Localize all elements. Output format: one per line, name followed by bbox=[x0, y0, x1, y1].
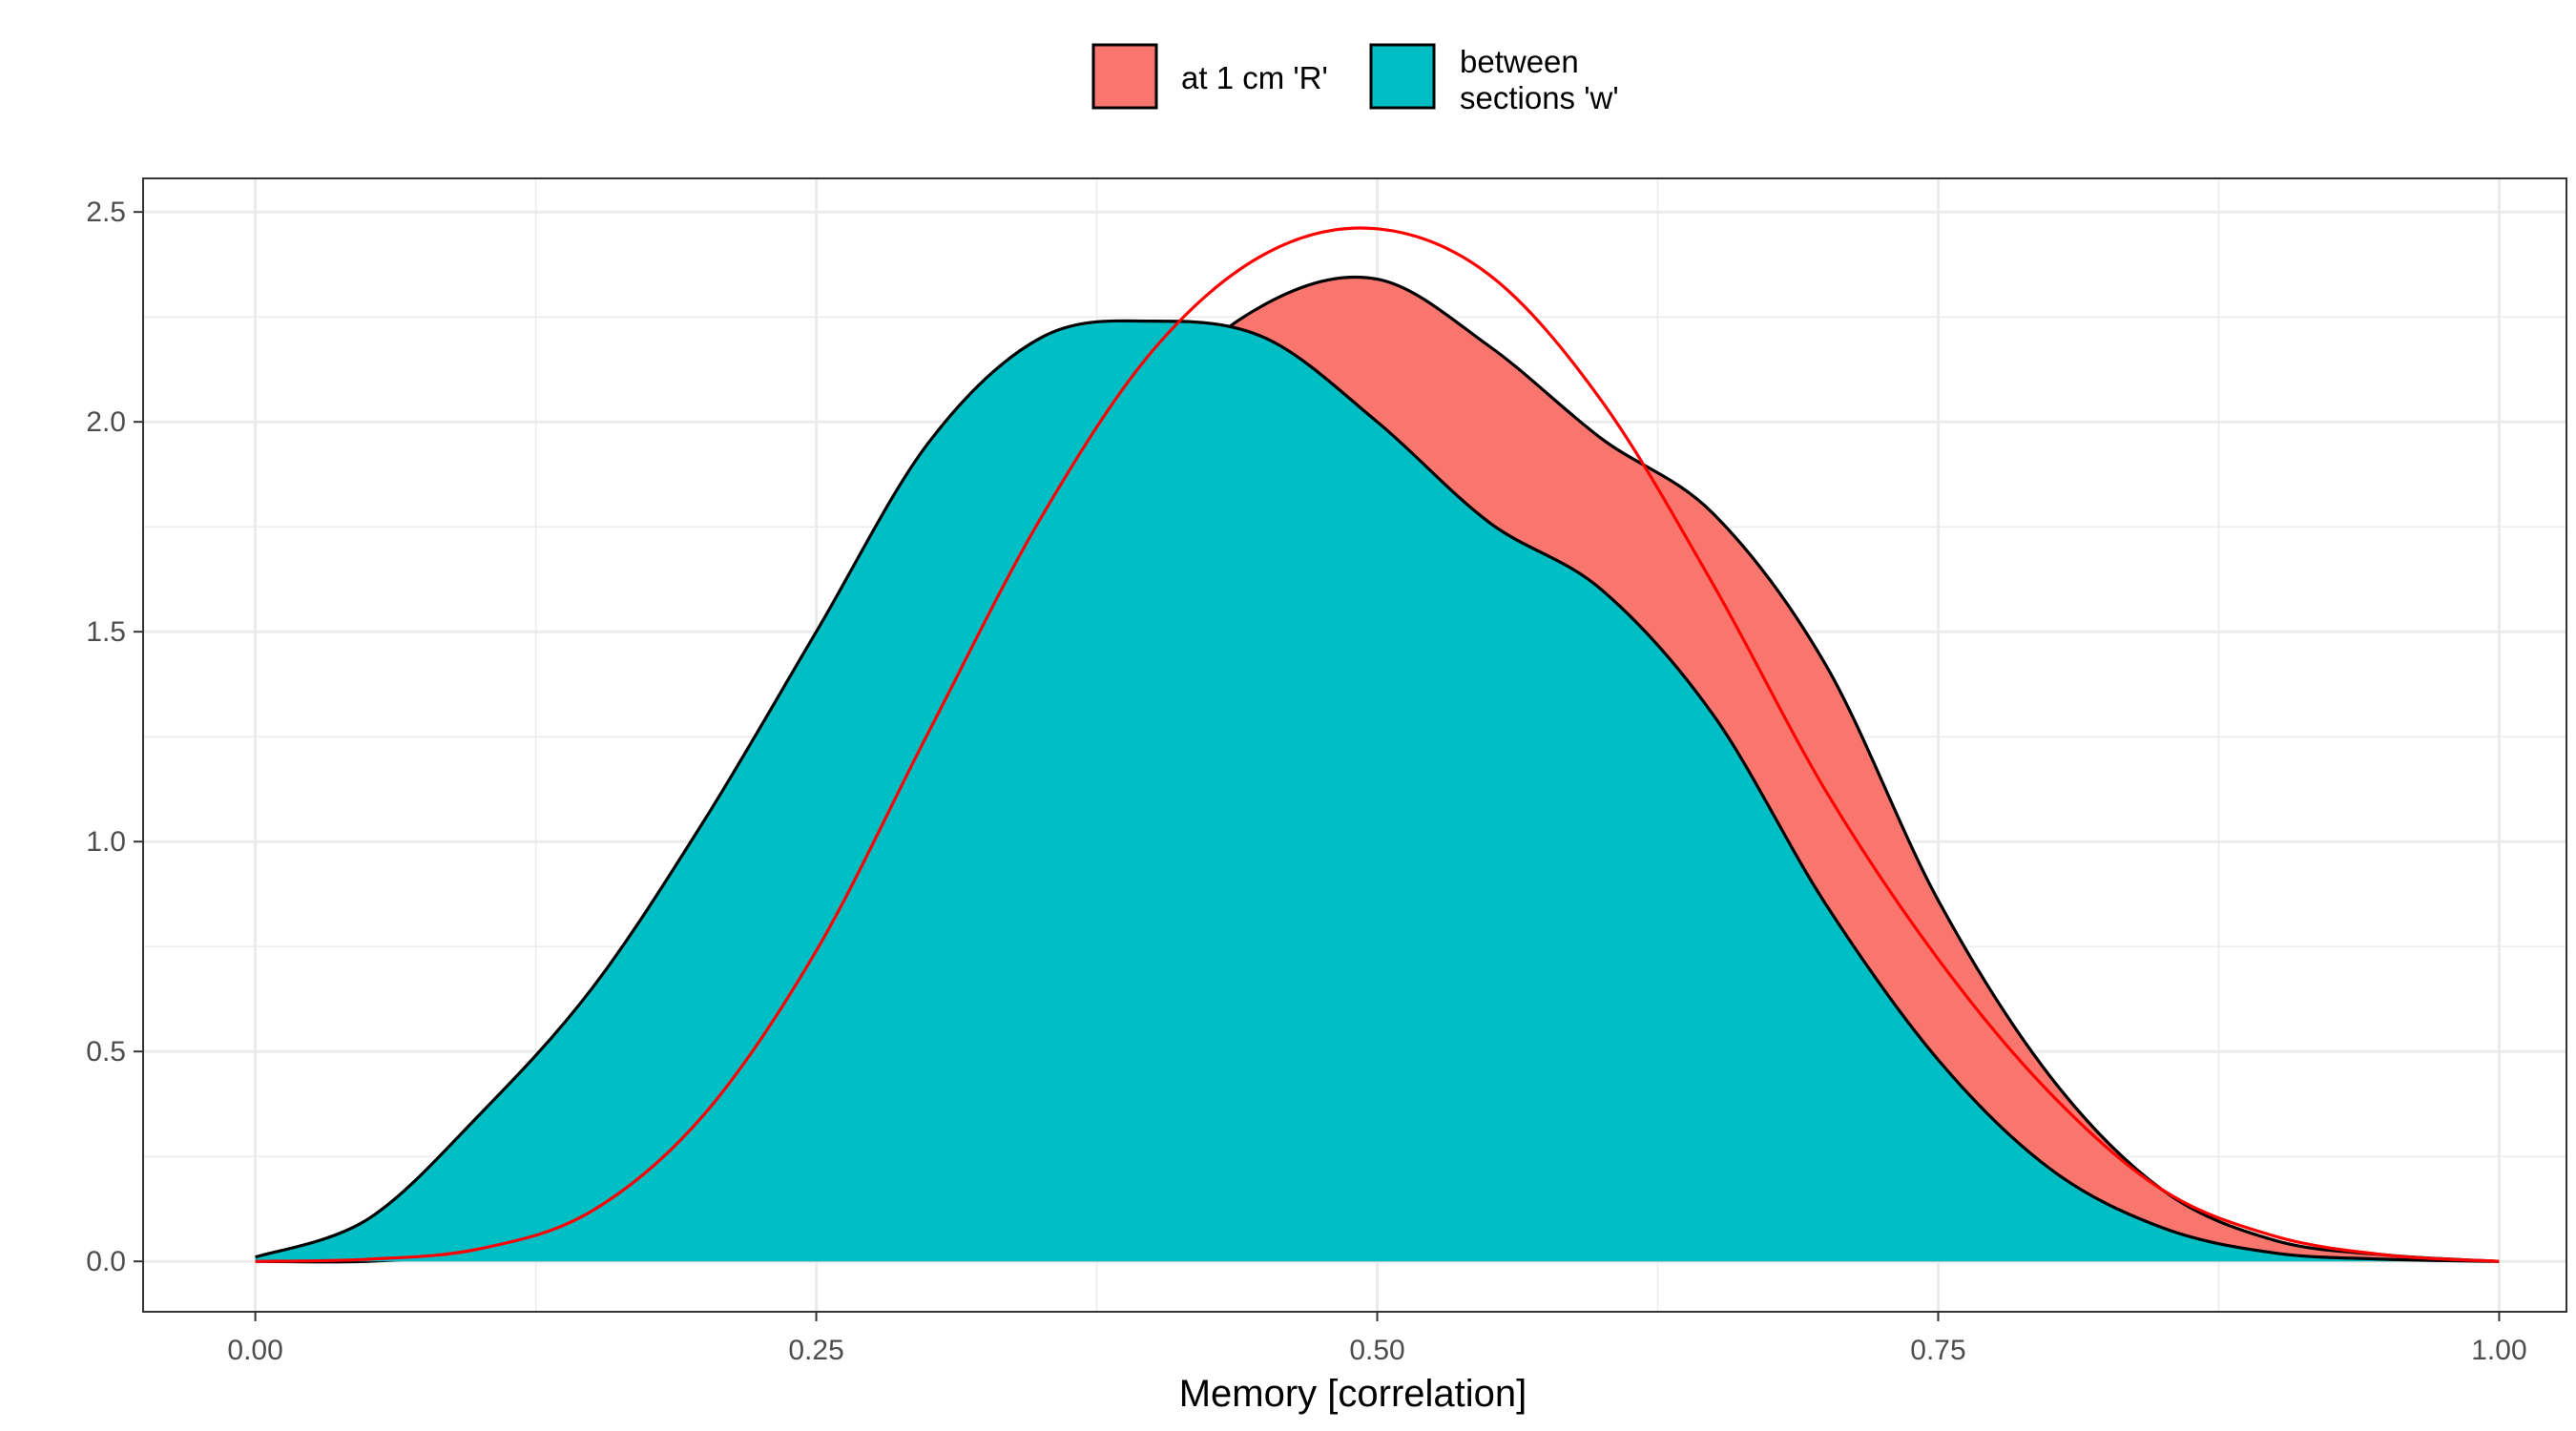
x-axis-title: Memory [correlation] bbox=[1179, 1373, 1527, 1415]
legend-key-at-1cm-R bbox=[1091, 43, 1158, 110]
y-tick-label: 1.5 bbox=[86, 616, 126, 648]
y-tick-label: 1.0 bbox=[86, 826, 126, 858]
legend-key-between-sections-w bbox=[1369, 43, 1436, 110]
density-area-1 bbox=[255, 321, 2500, 1262]
legend-label-line: sections 'w' bbox=[1460, 80, 1619, 115]
y-tick-label: 2.5 bbox=[86, 197, 126, 228]
x-tick-label: 0.50 bbox=[1349, 1335, 1404, 1366]
panel-border bbox=[142, 177, 2567, 1313]
legend-label-at-1cm-R: at 1 cm 'R' bbox=[1181, 60, 1328, 95]
normal-fit-curve bbox=[255, 226, 2500, 1263]
y-tick-label: 0.5 bbox=[86, 1036, 126, 1068]
y-tick-label: 0.0 bbox=[86, 1246, 126, 1277]
legend-label-line: between bbox=[1460, 44, 1579, 79]
density-areas bbox=[255, 275, 2500, 1264]
x-tick-label: 1.00 bbox=[2471, 1335, 2526, 1366]
x-axis: 0.00 0.25 0.50 0.75 1.00 bbox=[227, 1312, 2527, 1366]
legend-label-between-sections-w: between sections 'w' bbox=[1460, 44, 1619, 115]
plot-panel bbox=[142, 177, 2567, 1313]
x-tick-label: 0.00 bbox=[227, 1335, 282, 1366]
y-axis: 0.0 0.5 1.0 1.5 2.0 2.5 bbox=[86, 197, 143, 1277]
fitted-curves bbox=[255, 226, 2500, 1263]
y-tick-label: 2.0 bbox=[86, 406, 126, 438]
x-tick-label: 0.75 bbox=[1910, 1335, 1965, 1366]
density-outline-1 bbox=[255, 319, 2500, 1263]
x-tick-label: 0.25 bbox=[788, 1335, 843, 1366]
legend: at 1 cm 'R' between sections 'w' bbox=[1091, 43, 1619, 115]
